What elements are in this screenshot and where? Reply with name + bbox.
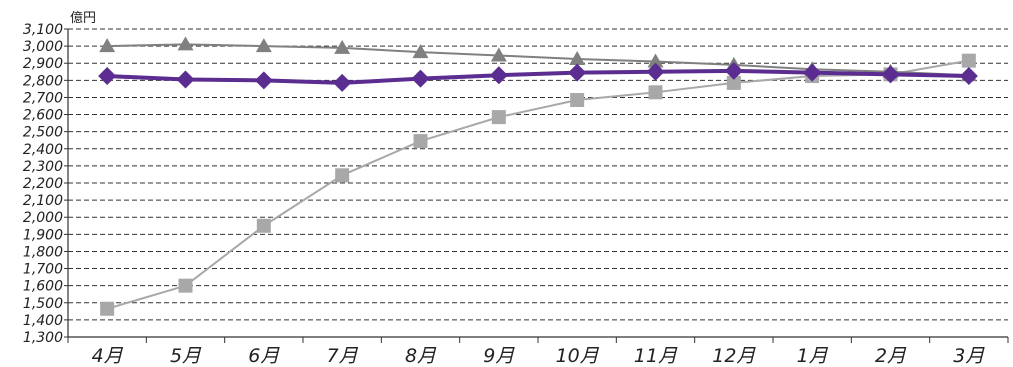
- y-axis-unit-label: 億円: [70, 10, 96, 26]
- data-point: [254, 71, 273, 90]
- x-tick-label: 9月: [483, 345, 515, 367]
- x-tick-label: 3月: [953, 345, 985, 367]
- x-tick-label: 11月: [634, 345, 678, 367]
- y-tick-label: 2,900: [23, 56, 63, 72]
- x-tick-label: 2月: [875, 345, 907, 367]
- data-point: [335, 168, 350, 183]
- y-tick-label: 3,000: [23, 39, 63, 55]
- x-tick-label: 5月: [170, 345, 202, 367]
- data-point: [255, 38, 272, 53]
- axes: [67, 29, 1008, 338]
- series-line: [106, 59, 970, 310]
- data-point: [568, 63, 587, 82]
- data-point: [803, 63, 822, 82]
- x-tick-label: 12月: [712, 345, 756, 367]
- x-tick-label: 6月: [248, 345, 280, 367]
- data-point: [333, 73, 352, 92]
- data-point: [489, 66, 508, 85]
- data-point: [647, 53, 664, 68]
- x-tick-label: 7月: [327, 345, 359, 367]
- data-point: [569, 50, 586, 65]
- series-line: [107, 43, 969, 77]
- data-point: [648, 85, 663, 100]
- data-point: [100, 301, 115, 316]
- data-point: [646, 62, 665, 81]
- x-tick-label: 10月: [556, 345, 600, 367]
- y-tick-label: 2,800: [23, 73, 63, 89]
- data-point: [177, 36, 194, 51]
- data-point: [334, 39, 351, 54]
- data-point: [961, 53, 976, 68]
- data-point: [491, 110, 506, 125]
- y-tick-label: 1,300: [23, 330, 63, 346]
- data-point: [99, 38, 116, 53]
- x-tick-label: 1月: [797, 345, 829, 367]
- y-tick-label: 2,200: [23, 176, 63, 192]
- data-point: [570, 93, 585, 108]
- series-square: [100, 53, 976, 316]
- x-tick-label: 4月: [92, 345, 124, 367]
- y-tick-label: 2,300: [23, 159, 63, 175]
- y-tick-label: 2,500: [23, 125, 63, 141]
- y-tick-label: 1,400: [23, 313, 63, 329]
- series-group: [98, 36, 978, 316]
- data-point: [724, 61, 743, 80]
- y-tick-label: 3,100: [23, 22, 63, 38]
- data-point: [959, 67, 978, 86]
- data-point: [178, 278, 193, 293]
- y-tick-label: 1,600: [23, 279, 63, 295]
- data-point: [256, 218, 271, 233]
- y-tick-label: 2,600: [23, 108, 63, 124]
- y-tick-label: 1,900: [23, 227, 63, 243]
- data-point: [176, 70, 195, 89]
- data-point: [413, 134, 428, 149]
- y-tick-label: 1,500: [23, 296, 63, 312]
- y-tick-label: 1,800: [23, 244, 63, 260]
- y-tick-label: 2,400: [23, 142, 63, 158]
- x-tick-label: 8月: [405, 345, 437, 367]
- data-point: [412, 44, 429, 59]
- series-diamond: [98, 61, 978, 92]
- data-point: [726, 75, 741, 90]
- data-point: [490, 47, 507, 62]
- data-point: [881, 65, 900, 84]
- data-point: [98, 67, 117, 86]
- y-tick-label: 2,000: [23, 210, 63, 226]
- x-axis-ticks: 4月 5月 6月 7月 8月 9月 10月 11月 12月 1月 2月 3月: [67, 337, 1009, 367]
- series-line: [107, 68, 969, 85]
- data-point: [411, 69, 430, 88]
- y-tick-label: 1,700: [23, 262, 63, 278]
- y-tick-label: 2,700: [23, 90, 63, 106]
- y-tick-label: 2,100: [23, 193, 63, 209]
